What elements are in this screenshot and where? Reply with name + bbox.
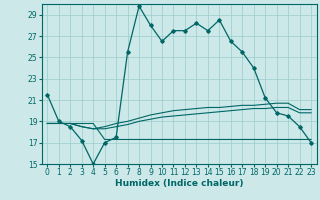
X-axis label: Humidex (Indice chaleur): Humidex (Indice chaleur) <box>115 179 244 188</box>
